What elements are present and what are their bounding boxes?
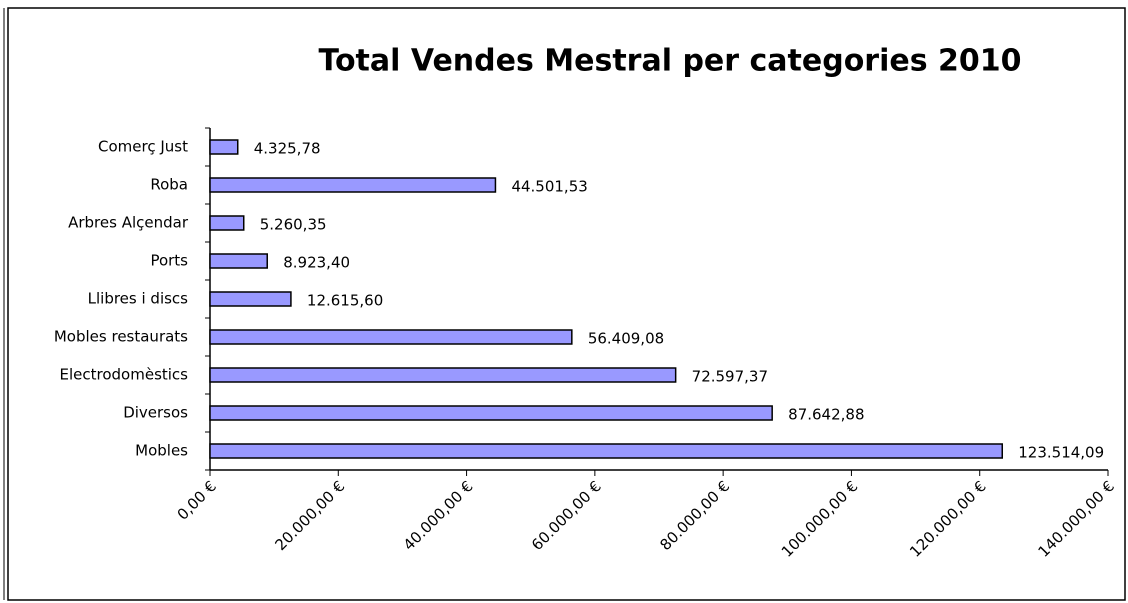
data-label: 72.597,37 [692, 368, 768, 386]
data-label: 5.260,35 [260, 216, 327, 234]
bar [209, 139, 239, 155]
x-tick-label: 120.000,00 € [906, 477, 990, 561]
y-tick-label: Mobles [135, 442, 188, 460]
x-tick-label: 60.000,00 € [528, 477, 605, 554]
chart-border [7, 7, 1126, 601]
x-tick-label: 40.000,00 € [400, 477, 477, 554]
y-tick-label: Comerç Just [98, 138, 188, 156]
bar [209, 291, 292, 307]
data-label: 87.642,88 [788, 406, 864, 424]
x-tick-label: 0,00 € [174, 477, 220, 523]
bar [209, 329, 573, 345]
y-tick-label: Diversos [123, 404, 188, 422]
data-label: 12.615,60 [307, 292, 383, 310]
y-tick-label: Roba [150, 176, 188, 194]
bar [209, 177, 497, 193]
x-tick-label: 100.000,00 € [778, 477, 862, 561]
data-label: 4.325,78 [254, 140, 321, 158]
data-label: 56.409,08 [588, 330, 664, 348]
bar [209, 443, 1004, 459]
y-tick-label: Arbres Alçendar [68, 214, 189, 232]
x-tick-label: 20.000,00 € [271, 477, 348, 554]
data-label: 44.501,53 [511, 178, 587, 196]
data-label: 123.514,09 [1018, 444, 1104, 462]
y-tick-label: Llibres i discs [88, 290, 189, 308]
y-tick-label: Mobles restaurats [54, 328, 188, 346]
bar [209, 367, 677, 383]
x-tick-label: 140.000,00 € [1034, 477, 1118, 561]
bar [209, 253, 268, 269]
data-label: 8.923,40 [283, 254, 350, 272]
bar [209, 215, 245, 231]
bar [209, 405, 773, 421]
y-tick-label: Electrodomèstics [60, 366, 189, 384]
chart-title: Total Vendes Mestral per categories 2010 [318, 44, 1021, 79]
x-tick-label: 80.000,00 € [656, 477, 733, 554]
y-tick-label: Ports [150, 252, 188, 270]
